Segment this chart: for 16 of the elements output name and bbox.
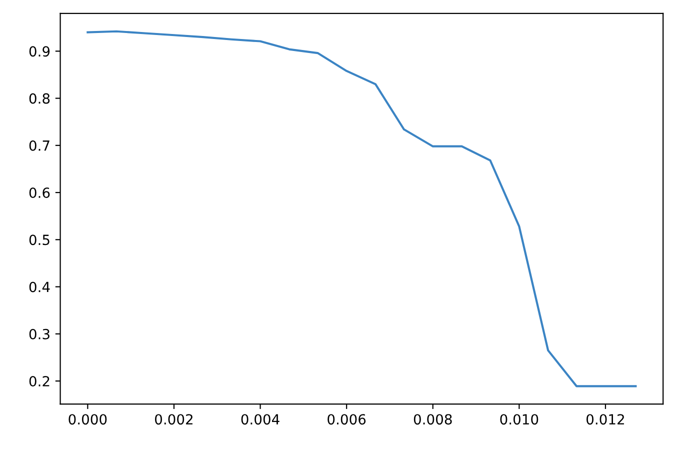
x-tick-label: 0.010 [500, 414, 538, 425]
y-tick-label: 0.9 [29, 46, 50, 57]
line-series [86, 30, 637, 388]
y-tick-label: 0.7 [29, 140, 50, 151]
y-tick-label: 0.6 [29, 187, 50, 198]
x-tick-label: 0.012 [586, 414, 624, 425]
y-tick-label: 0.5 [29, 234, 50, 246]
y-tick-label: 0.2 [29, 376, 50, 386]
y-tick-label: 0.3 [29, 328, 50, 340]
x-tick-label: 0.006 [328, 414, 366, 425]
x-tick-label: 0.008 [414, 414, 452, 425]
x-tick-label: 0.000 [68, 414, 107, 425]
y-tick-label: 0.4 [29, 282, 50, 292]
x-tick-label: 0.002 [155, 414, 192, 425]
y-tick-label: 0.8 [29, 93, 50, 104]
x-tick-label: 0.004 [241, 414, 280, 425]
